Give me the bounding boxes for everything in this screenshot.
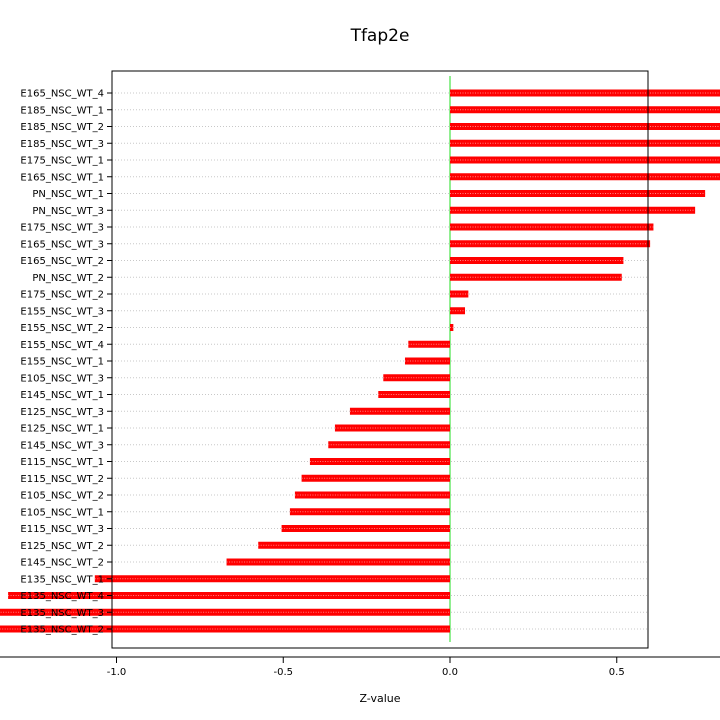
category-label: E155_NSC_WT_4 xyxy=(20,340,104,351)
category-label: E175_NSC_WT_2 xyxy=(20,290,104,301)
category-label: E145_NSC_WT_1 xyxy=(20,390,104,401)
category-label: E135_NSC_WT_1 xyxy=(20,574,104,585)
x-tick-label: -0.5 xyxy=(273,667,293,678)
category-label: E165_NSC_WT_3 xyxy=(20,239,104,250)
x-axis: -2.0-1.5-1.0-0.50.00.51.0 xyxy=(0,656,720,678)
category-label: E125_NSC_WT_2 xyxy=(20,541,104,552)
category-label: E125_NSC_WT_1 xyxy=(20,424,104,435)
category-label: E105_NSC_WT_2 xyxy=(20,491,104,502)
bar xyxy=(450,290,469,298)
x-tick-label: 0.0 xyxy=(442,667,458,678)
bar xyxy=(450,324,454,331)
bar xyxy=(281,525,450,532)
category-label: E115_NSC_WT_2 xyxy=(20,474,104,485)
category-label: E155_NSC_WT_3 xyxy=(20,306,104,317)
bar xyxy=(301,474,450,482)
category-label: E175_NSC_WT_1 xyxy=(20,156,104,167)
bar xyxy=(226,558,450,566)
category-label: E165_NSC_WT_2 xyxy=(20,256,104,267)
category-label: E165_NSC_WT_1 xyxy=(20,172,104,183)
chart-title: Tfap2e xyxy=(350,26,410,46)
category-label: E125_NSC_WT_3 xyxy=(20,407,104,418)
category-label: PN_NSC_WT_3 xyxy=(32,206,104,217)
bar xyxy=(450,223,654,231)
category-label: E185_NSC_WT_2 xyxy=(20,122,104,133)
category-label: E105_NSC_WT_1 xyxy=(20,507,104,518)
category-label: E165_NSC_WT_4 xyxy=(20,89,104,100)
category-label: E115_NSC_WT_1 xyxy=(20,457,104,468)
category-label: E155_NSC_WT_1 xyxy=(20,357,104,368)
x-tick-label: 0.5 xyxy=(609,667,625,678)
category-label: E175_NSC_WT_3 xyxy=(20,223,104,234)
category-label: E105_NSC_WT_3 xyxy=(20,373,104,384)
x-axis-title: Z-value xyxy=(359,692,400,705)
bar xyxy=(0,608,450,616)
category-label: E185_NSC_WT_3 xyxy=(20,139,104,150)
bar xyxy=(450,257,624,264)
category-label: E145_NSC_WT_3 xyxy=(20,440,104,451)
category-label: E155_NSC_WT_2 xyxy=(20,323,104,334)
category-label: E185_NSC_WT_1 xyxy=(20,105,104,116)
bars xyxy=(0,89,720,633)
plot-frame xyxy=(111,70,649,649)
category-labels: E165_NSC_WT_4 E185_NSC_WT_1 E185_NSC_WT_2 E… xyxy=(20,89,112,636)
category-label: PN_NSC_WT_2 xyxy=(32,273,104,284)
x-tick-label: -1.0 xyxy=(107,667,127,678)
category-label: E135_NSC_WT_2 xyxy=(20,625,104,636)
category-label: E135_NSC_WT_4 xyxy=(20,591,104,602)
category-label: PN_NSC_WT_1 xyxy=(32,189,104,200)
category-label: E135_NSC_WT_3 xyxy=(20,608,104,619)
category-label: E145_NSC_WT_2 xyxy=(20,558,104,569)
category-label: E115_NSC_WT_3 xyxy=(20,524,104,535)
